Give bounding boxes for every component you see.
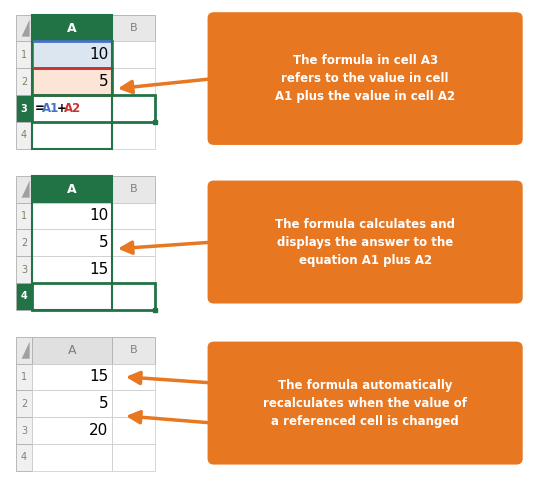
Text: +: + — [56, 102, 66, 115]
FancyBboxPatch shape — [32, 68, 112, 95]
Polygon shape — [21, 20, 29, 37]
Text: 3: 3 — [21, 264, 27, 275]
FancyBboxPatch shape — [112, 364, 155, 390]
FancyBboxPatch shape — [32, 390, 112, 417]
Text: The formula in cell A3
refers to the value in cell
A1 plus the value in cell A2: The formula in cell A3 refers to the val… — [275, 54, 455, 103]
Text: B: B — [130, 23, 137, 33]
FancyBboxPatch shape — [112, 203, 155, 229]
FancyBboxPatch shape — [16, 229, 32, 256]
Polygon shape — [21, 181, 29, 198]
FancyBboxPatch shape — [32, 203, 112, 229]
FancyBboxPatch shape — [16, 203, 32, 229]
FancyBboxPatch shape — [16, 41, 32, 68]
FancyBboxPatch shape — [112, 176, 155, 203]
FancyBboxPatch shape — [32, 122, 112, 149]
FancyBboxPatch shape — [112, 229, 155, 256]
FancyBboxPatch shape — [32, 283, 112, 310]
Text: 15: 15 — [89, 262, 108, 277]
FancyBboxPatch shape — [112, 122, 155, 149]
Text: 1: 1 — [21, 211, 27, 221]
FancyBboxPatch shape — [208, 181, 523, 304]
Text: A: A — [67, 183, 77, 196]
Text: 4: 4 — [21, 291, 27, 302]
Text: A1: A1 — [42, 102, 59, 115]
FancyBboxPatch shape — [112, 283, 155, 310]
FancyBboxPatch shape — [154, 308, 157, 311]
Text: A: A — [67, 21, 77, 35]
FancyBboxPatch shape — [32, 364, 112, 390]
Text: 3: 3 — [21, 103, 27, 114]
Text: =: = — [35, 102, 44, 115]
Bar — [32, 15, 112, 149]
Text: B: B — [130, 345, 137, 355]
FancyBboxPatch shape — [16, 283, 32, 310]
Text: 20: 20 — [89, 423, 108, 438]
FancyBboxPatch shape — [16, 15, 32, 41]
Polygon shape — [21, 342, 29, 359]
FancyBboxPatch shape — [112, 41, 155, 68]
FancyBboxPatch shape — [208, 12, 523, 145]
Text: The formula calculates and
displays the answer to the
equation A1 plus A2: The formula calculates and displays the … — [275, 218, 455, 266]
Text: 5: 5 — [98, 235, 108, 250]
FancyBboxPatch shape — [16, 444, 32, 471]
FancyBboxPatch shape — [112, 444, 155, 471]
FancyBboxPatch shape — [112, 68, 155, 95]
Text: 4: 4 — [21, 130, 27, 141]
FancyBboxPatch shape — [112, 256, 155, 283]
FancyBboxPatch shape — [16, 364, 32, 390]
FancyBboxPatch shape — [112, 417, 155, 444]
FancyBboxPatch shape — [154, 120, 157, 123]
FancyBboxPatch shape — [112, 390, 155, 417]
FancyBboxPatch shape — [16, 122, 32, 149]
Bar — [32, 283, 155, 310]
FancyBboxPatch shape — [16, 176, 32, 203]
FancyBboxPatch shape — [32, 15, 112, 41]
FancyBboxPatch shape — [32, 337, 112, 364]
Bar — [32, 176, 112, 310]
Text: A: A — [68, 344, 77, 357]
FancyBboxPatch shape — [32, 444, 112, 471]
Text: 1: 1 — [21, 50, 27, 60]
Text: B: B — [130, 184, 137, 194]
Text: 5: 5 — [98, 396, 108, 411]
FancyBboxPatch shape — [16, 390, 32, 417]
Text: 2: 2 — [21, 238, 27, 248]
FancyBboxPatch shape — [208, 342, 523, 465]
FancyBboxPatch shape — [112, 15, 155, 41]
Bar — [32, 95, 155, 122]
Bar — [32, 68, 112, 95]
FancyBboxPatch shape — [32, 417, 112, 444]
FancyBboxPatch shape — [16, 68, 32, 95]
Text: 15: 15 — [89, 369, 108, 385]
Text: 2: 2 — [21, 399, 27, 409]
FancyBboxPatch shape — [16, 256, 32, 283]
FancyBboxPatch shape — [32, 229, 112, 256]
Text: 10: 10 — [89, 47, 108, 62]
FancyBboxPatch shape — [16, 417, 32, 444]
Text: 10: 10 — [89, 208, 108, 224]
Text: 5: 5 — [98, 74, 108, 89]
Text: The formula automatically
recalculates when the value of
a referenced cell is ch: The formula automatically recalculates w… — [263, 379, 467, 427]
FancyBboxPatch shape — [112, 337, 155, 364]
FancyBboxPatch shape — [16, 95, 32, 122]
FancyBboxPatch shape — [32, 176, 112, 203]
Text: A2: A2 — [64, 102, 81, 115]
Text: 4: 4 — [21, 452, 27, 463]
FancyBboxPatch shape — [32, 41, 112, 68]
FancyBboxPatch shape — [32, 95, 112, 122]
Bar — [32, 41, 112, 68]
FancyBboxPatch shape — [16, 337, 32, 364]
Text: 2: 2 — [21, 77, 27, 87]
Text: 3: 3 — [21, 426, 27, 436]
Text: 1: 1 — [21, 372, 27, 382]
FancyBboxPatch shape — [32, 256, 112, 283]
FancyBboxPatch shape — [112, 95, 155, 122]
